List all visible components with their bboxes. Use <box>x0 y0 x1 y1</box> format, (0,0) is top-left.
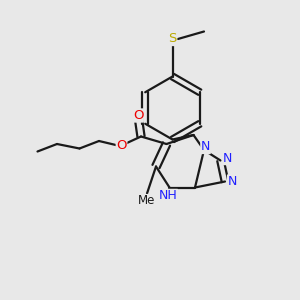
Text: O: O <box>116 139 127 152</box>
Text: NH: NH <box>159 189 177 203</box>
Text: N: N <box>227 175 237 188</box>
Text: N: N <box>201 140 210 154</box>
Text: O: O <box>133 109 143 122</box>
Text: S: S <box>168 32 177 46</box>
Text: N: N <box>222 152 232 165</box>
Text: Me: Me <box>138 194 156 208</box>
